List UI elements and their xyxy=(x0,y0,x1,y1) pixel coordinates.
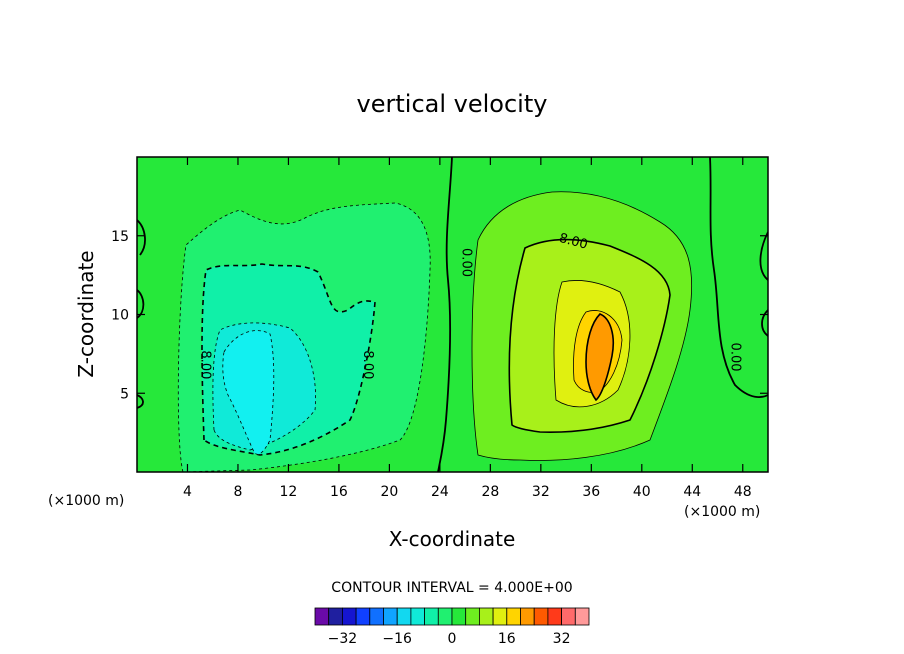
contour-labels: 8.00 0.00 0.00 8.00 8.00 xyxy=(197,231,742,380)
x-tick-label: 24 xyxy=(431,484,449,500)
x-unit-left: (×1000 m) xyxy=(48,493,124,509)
x-tick-label: 32 xyxy=(532,484,550,500)
colorbar-swatch xyxy=(341,607,357,626)
x-tick-label: 44 xyxy=(683,484,701,500)
colorbar-swatch xyxy=(465,607,480,626)
x-tick-label: 4 xyxy=(183,484,192,500)
colorbar-swatch xyxy=(437,607,453,626)
x-tick-label: 16 xyxy=(330,484,348,500)
colorbar-swatch xyxy=(383,607,398,626)
plot-area xyxy=(137,157,768,472)
contour-interval-text: CONTOUR INTERVAL = 4.000E+00 xyxy=(331,580,572,596)
x-tick-label: 36 xyxy=(582,484,600,500)
colorbar-swatch xyxy=(369,607,384,626)
x-tick-label: 48 xyxy=(734,484,752,500)
contour-label: 0.00 xyxy=(727,343,742,372)
colorbar-swatch xyxy=(561,607,576,626)
colorbar-tick-label: 32 xyxy=(553,631,571,647)
contour-zero-left xyxy=(437,157,453,472)
contour-label: 8.00 xyxy=(360,350,375,379)
x-axis-ticks: 4 8 12 16 20 24 28 32 36 40 44 48 xyxy=(183,157,752,500)
x-tick-label: 40 xyxy=(633,484,651,500)
y-tick-label: 15 xyxy=(111,229,129,245)
x-tick-label: 12 xyxy=(280,484,298,500)
contour-fill-neg16 xyxy=(222,330,275,455)
colorbar-swatch xyxy=(492,607,508,626)
colorbar-swatch xyxy=(520,607,535,626)
colorbar-swatch xyxy=(533,607,549,626)
colorbar xyxy=(314,607,590,626)
x-tick-label: 20 xyxy=(380,484,398,500)
x-tick-label: 28 xyxy=(481,484,499,500)
chart-title: vertical velocity xyxy=(357,90,548,118)
colorbar-swatch xyxy=(424,607,439,626)
colorbar-swatch xyxy=(506,607,521,626)
contour-zero-edge xyxy=(137,219,768,409)
y-axis-label: Z-coordinate xyxy=(74,250,98,377)
colorbar-tick-labels: −32 −16 0 16 32 xyxy=(328,631,571,647)
colorbar-tick-label: −16 xyxy=(382,631,412,647)
contour-label: 0.00 xyxy=(459,248,474,277)
colorbar-swatch xyxy=(314,607,330,626)
y-tick-label: 5 xyxy=(120,386,129,402)
x-tick-label: 8 xyxy=(233,484,242,500)
colorbar-swatch xyxy=(574,607,590,626)
contour-label: 8.00 xyxy=(197,350,212,379)
contour-zero-right xyxy=(709,157,768,399)
colorbar-swatch xyxy=(396,607,412,626)
colorbar-swatch xyxy=(478,607,494,626)
colorbar-tick-label: 0 xyxy=(448,631,457,647)
colorbar-swatch xyxy=(451,607,467,626)
colorbar-tick-label: −32 xyxy=(328,631,358,647)
x-axis-label: X-coordinate xyxy=(389,527,516,551)
colorbar-swatch xyxy=(328,607,343,626)
colorbar-tick-label: 16 xyxy=(498,631,516,647)
contour-label: 8.00 xyxy=(557,231,589,253)
contour-fill-pos20 xyxy=(585,313,615,402)
colorbar-swatch xyxy=(410,607,425,626)
x-unit-right: (×1000 m) xyxy=(684,504,760,520)
colorbar-swatch xyxy=(547,607,563,626)
colorbar-swatch xyxy=(355,607,371,626)
y-tick-label: 10 xyxy=(111,308,129,324)
y-axis-ticks: 5 10 15 xyxy=(111,229,768,402)
